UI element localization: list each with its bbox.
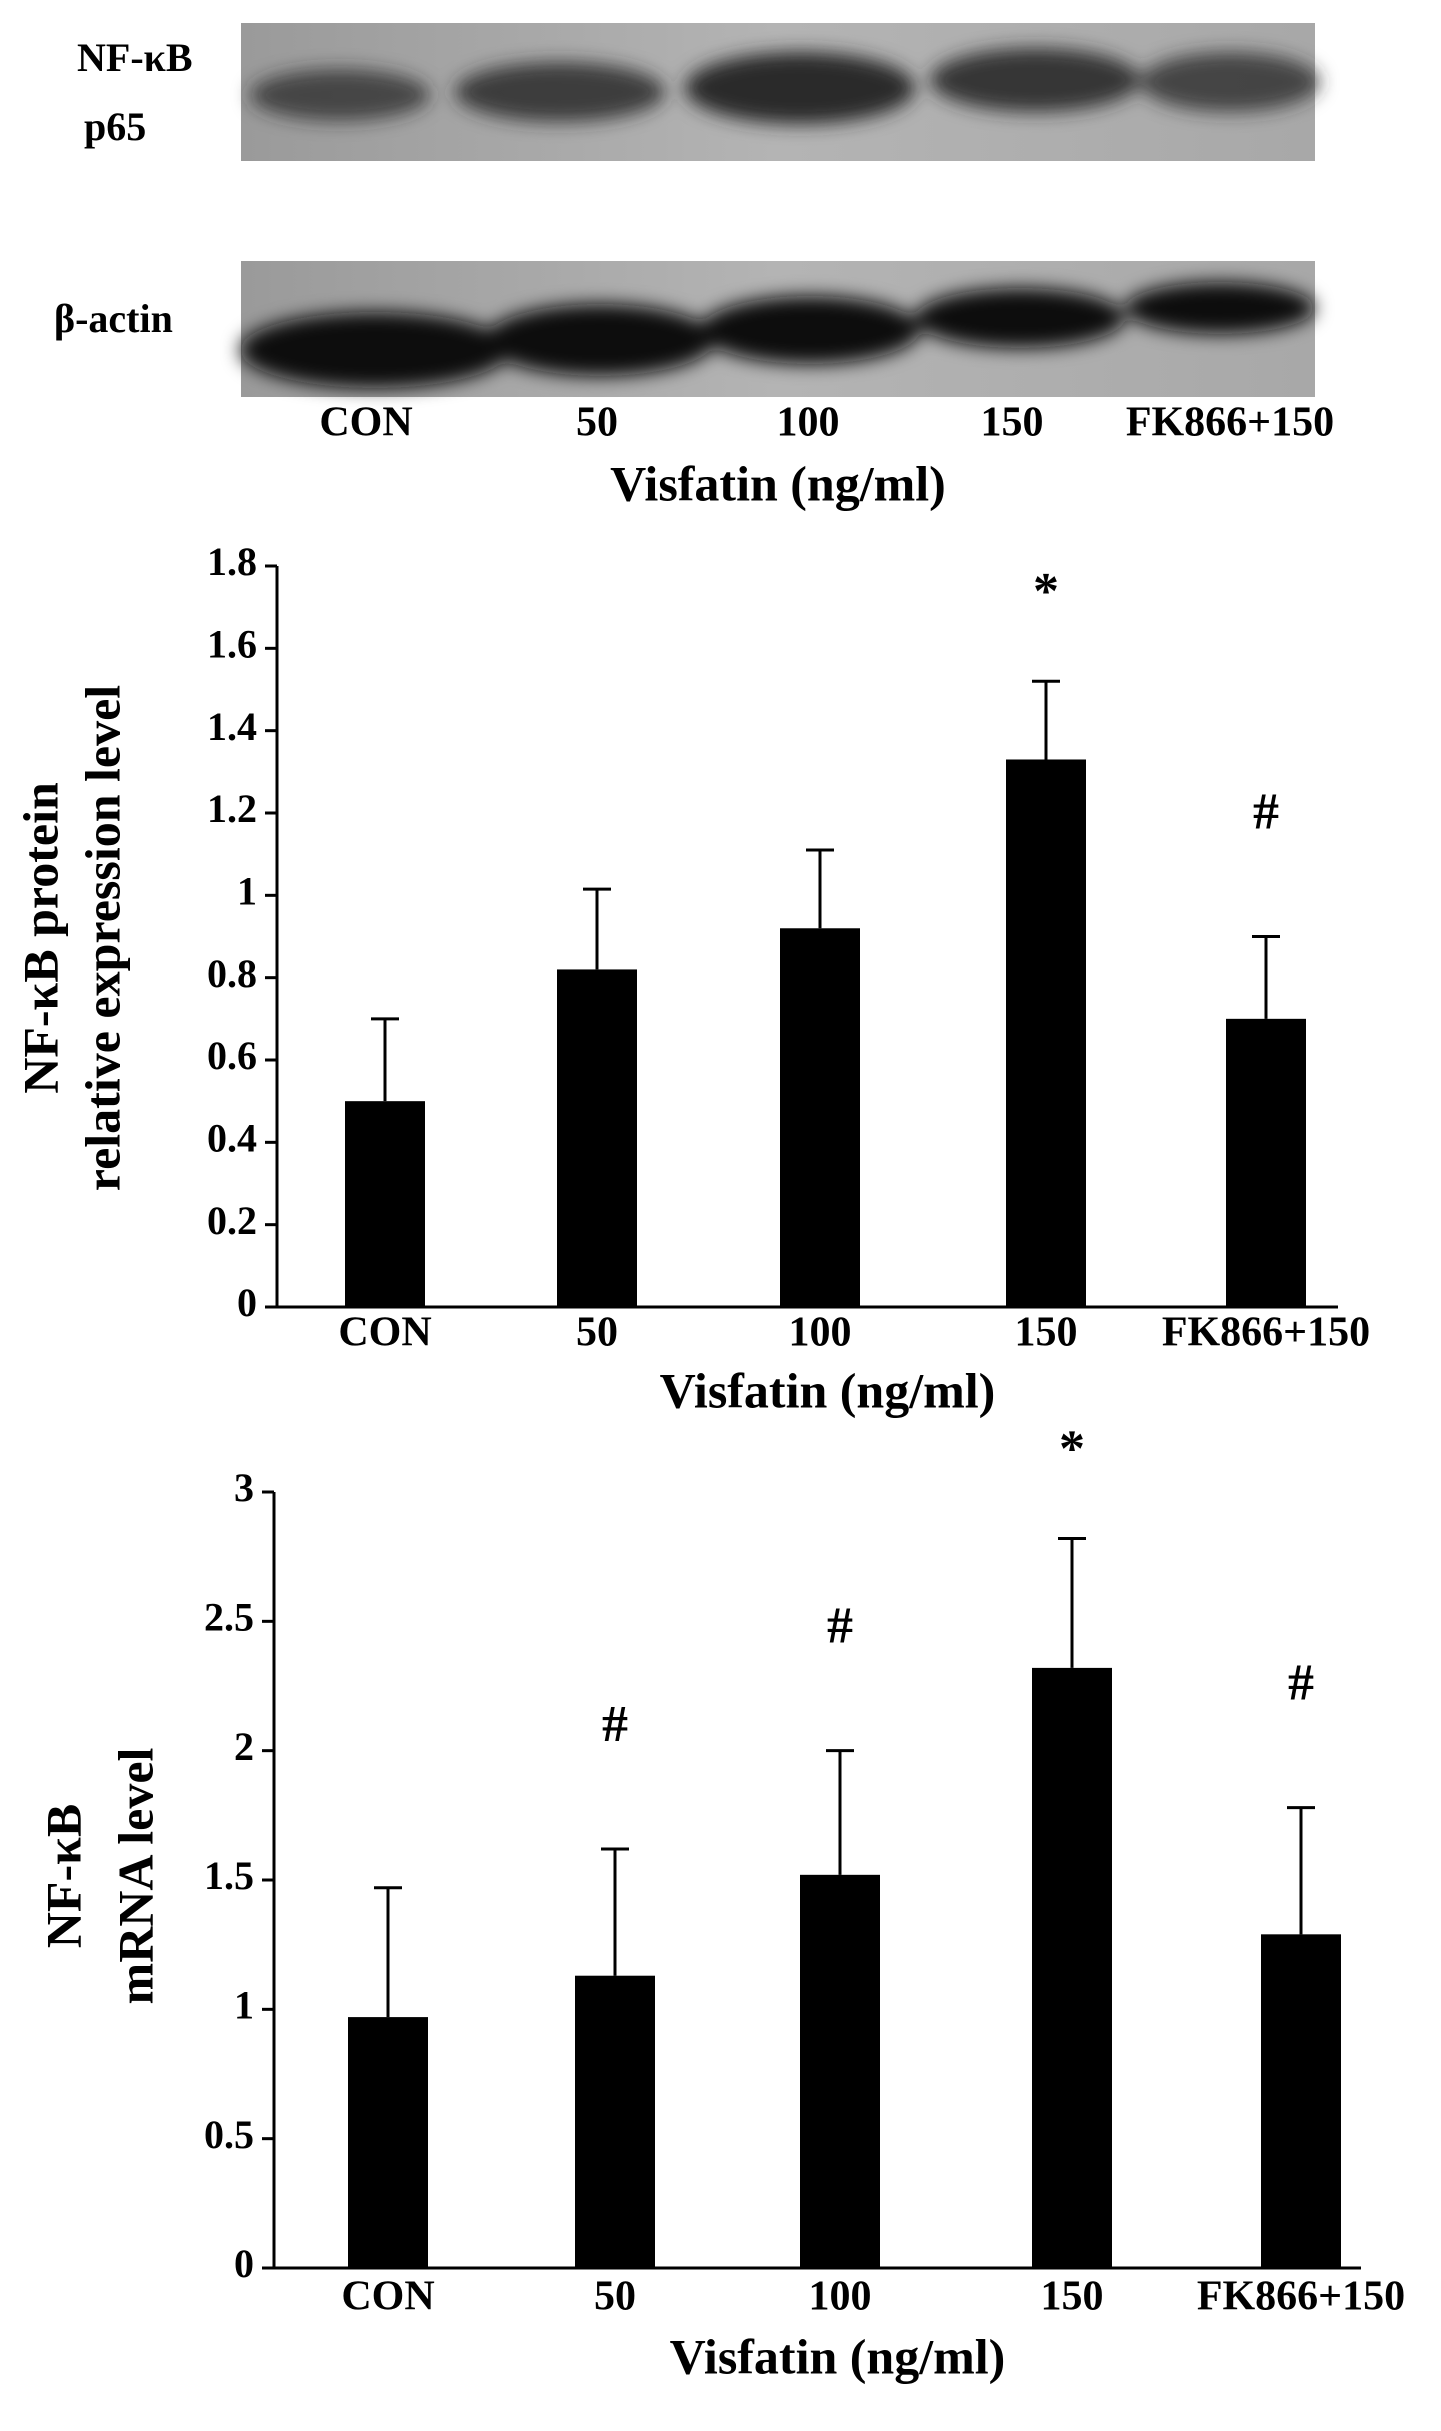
y-tick-label: 1 bbox=[237, 869, 257, 914]
bar bbox=[1261, 1934, 1341, 2268]
y-tick-label: 3 bbox=[234, 1465, 254, 1510]
y-tick-label: 0.4 bbox=[207, 1116, 257, 1161]
x-tick-label: 50 bbox=[594, 2274, 636, 2320]
y-tick-label: 0 bbox=[234, 2241, 254, 2286]
y-tick-label: 1.6 bbox=[207, 622, 257, 667]
significance-marker: * bbox=[1059, 1420, 1085, 1477]
bar-chart: 0 0.2 0.4 0.6 0.8 1 1.2 1.4 1.6 1.8 CON 50 100 150 * FK… bbox=[12, 539, 1370, 1418]
x-tick-label: 150 bbox=[1015, 1310, 1078, 1356]
x-tick-label: 150 bbox=[1041, 2274, 1104, 2320]
x-axis-title: Visfatin (ng/ml) bbox=[660, 1362, 996, 1418]
x-tick-label: 100 bbox=[789, 1310, 852, 1356]
y-axis-title: NF-κB protein bbox=[12, 782, 68, 1094]
y-tick-label: 1.8 bbox=[207, 539, 257, 584]
bar bbox=[780, 928, 860, 1307]
bar bbox=[345, 1101, 425, 1307]
blot-row-label: β-actin bbox=[54, 296, 173, 341]
blot-lane-label: CON bbox=[319, 400, 412, 446]
blot-lane-label: 100 bbox=[777, 400, 840, 446]
y-tick-label: 1.5 bbox=[204, 1853, 254, 1898]
significance-marker: # bbox=[1253, 783, 1279, 840]
x-tick-label: CON bbox=[341, 2274, 434, 2320]
bar bbox=[557, 969, 637, 1307]
blot-panel: NF-κB p65 β-actin Visfatin (ng/ml) bbox=[54, 23, 1320, 511]
x-tick-label: FK866+150 bbox=[1162, 1310, 1370, 1356]
blot-lane-label: 50 bbox=[576, 400, 618, 446]
significance-marker: # bbox=[602, 1696, 628, 1753]
bar bbox=[1226, 1018, 1306, 1307]
blot-row-label: p65 bbox=[84, 104, 146, 149]
y-tick-label: 0 bbox=[237, 1280, 257, 1325]
y-tick-label: 1.4 bbox=[207, 704, 257, 749]
blot-lane-label: 150 bbox=[981, 400, 1044, 446]
blot-bands bbox=[250, 48, 1320, 124]
significance-marker: # bbox=[1288, 1655, 1314, 1712]
bar bbox=[800, 1874, 880, 2268]
blot-row-label: NF-κB bbox=[77, 35, 193, 80]
bar bbox=[1032, 1667, 1112, 2268]
bar bbox=[1006, 759, 1086, 1307]
x-tick-label: 100 bbox=[809, 2274, 872, 2320]
blot-lane-label: FK866+150 bbox=[1126, 400, 1334, 446]
x-axis-title: Visfatin (ng/ml) bbox=[670, 2328, 1006, 2384]
y-axis-title: NF-κB bbox=[35, 1804, 91, 1948]
bar-chart: 0 0.5 1 1.5 2 2.5 3 CON 50 #100 #150 * FK866+150 # NF-… bbox=[35, 1420, 1405, 2384]
y-tick-label: 1.2 bbox=[207, 786, 257, 831]
x-tick-label: 50 bbox=[576, 1310, 618, 1356]
y-axis-title: mRNA level bbox=[107, 1747, 163, 2004]
y-tick-label: 0.5 bbox=[204, 2112, 254, 2157]
y-tick-label: 0.6 bbox=[207, 1033, 257, 1078]
blot-bands bbox=[240, 282, 1315, 388]
y-tick-label: 0.2 bbox=[207, 1198, 257, 1243]
bar bbox=[348, 2017, 428, 2268]
y-tick-label: 2.5 bbox=[204, 1595, 254, 1640]
y-tick-label: 2 bbox=[234, 1724, 254, 1769]
blot-x-label: Visfatin (ng/ml) bbox=[610, 455, 946, 511]
bar bbox=[575, 1975, 655, 2268]
y-tick-label: 1 bbox=[234, 1983, 254, 2028]
x-tick-label: CON bbox=[338, 1310, 431, 1356]
x-tick-label: FK866+150 bbox=[1197, 2274, 1405, 2320]
significance-marker: # bbox=[827, 1598, 853, 1655]
y-axis-title: relative expression level bbox=[74, 685, 130, 1191]
y-tick-label: 0.8 bbox=[207, 951, 257, 996]
significance-marker: * bbox=[1033, 563, 1059, 620]
